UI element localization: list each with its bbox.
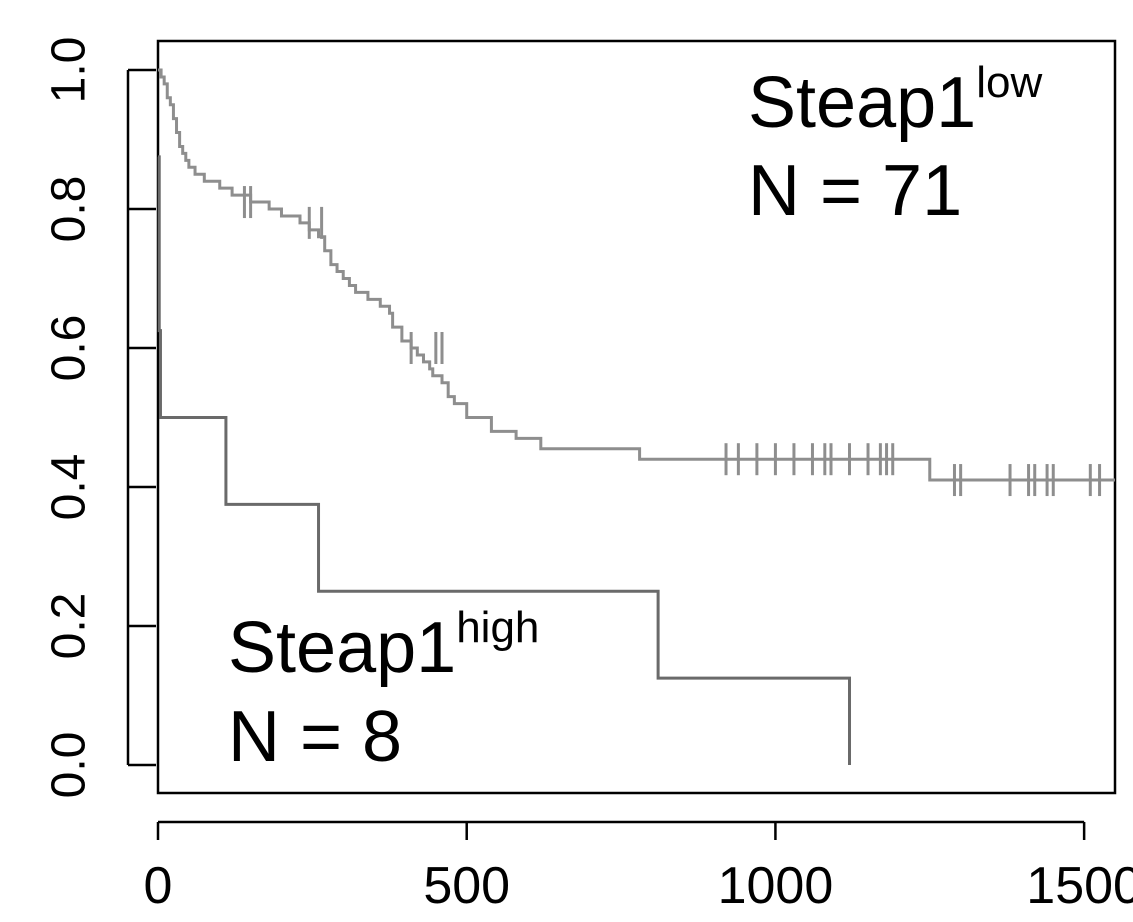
y-tick-label: 1.0 [43, 37, 96, 104]
plot-frame [156, 39, 1117, 795]
x-tick-label: 500 [423, 857, 510, 915]
x-tick-label: 1500 [1026, 857, 1133, 915]
label-high-superscript: high [456, 603, 539, 652]
label-high-title: Steap1high [228, 603, 539, 688]
label-low-title: Steap1low [748, 58, 1042, 143]
label-high-count: N = 8 [228, 697, 402, 777]
label-low-superscript: low [976, 58, 1042, 107]
y-tick-label: 0.4 [43, 454, 96, 521]
x-tick-label: 0 [144, 857, 173, 915]
y-tick-label: 0.6 [43, 315, 96, 382]
y-tick-label: 0.0 [43, 732, 96, 799]
x-tick-label: 1000 [718, 857, 834, 915]
label-low-count: N = 71 [748, 151, 962, 231]
label-high-base: Steap1 [228, 608, 456, 688]
label-low-base: Steap1 [748, 63, 976, 143]
y-tick-label: 0.8 [43, 176, 96, 243]
survival-curve-high [157, 155, 852, 765]
y-tick-label: 0.2 [43, 593, 96, 660]
survival-curve-low [158, 68, 1115, 482]
